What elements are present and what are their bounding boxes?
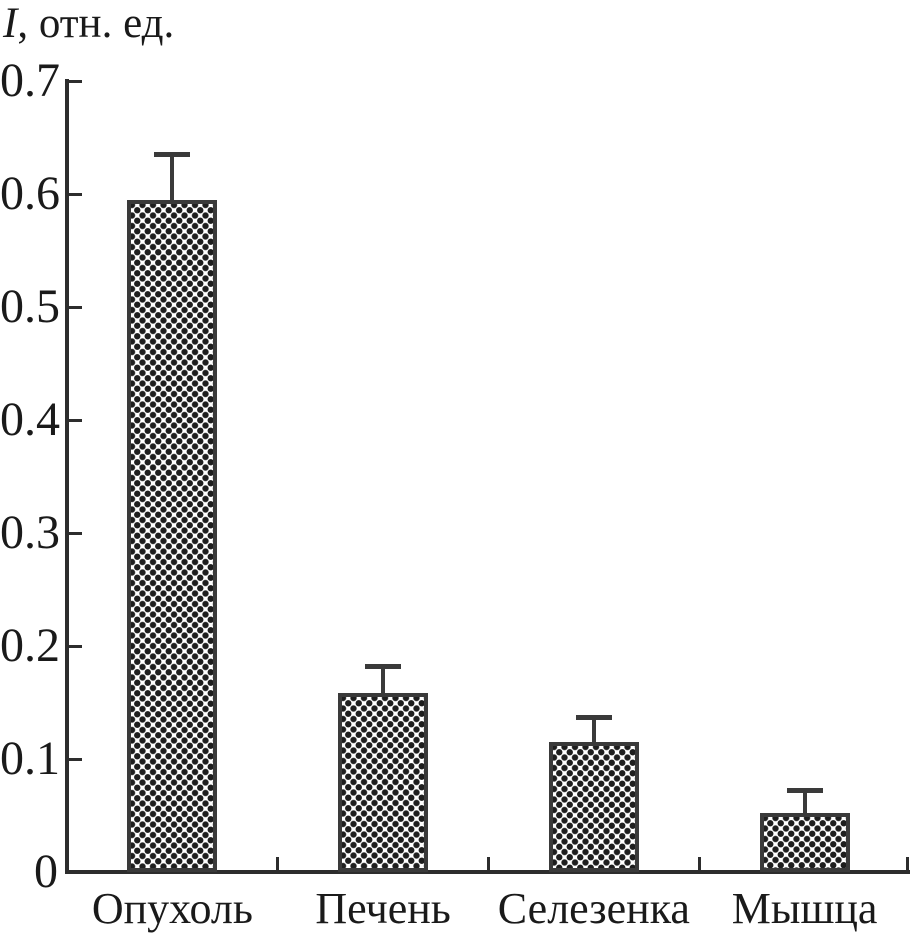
y-axis-title-units: , отн. ед. — [17, 0, 175, 47]
y-axis-tick — [69, 79, 82, 83]
x-axis-tick — [487, 857, 490, 870]
error-bar-cap — [154, 152, 191, 158]
x-axis-tick — [276, 857, 280, 870]
y-axis-title: I, отн. ед. — [3, 0, 174, 48]
y-axis-tick — [69, 644, 82, 648]
error-bar-stem — [591, 717, 596, 743]
category-label: Опухоль — [91, 884, 253, 933]
error-bar-stem — [802, 789, 807, 814]
y-tick-label: 0.1 — [0, 732, 60, 785]
y-axis-tick — [69, 757, 82, 761]
y-tick-label: 0.3 — [0, 506, 60, 559]
bar — [127, 199, 218, 872]
error-bar-cap — [786, 787, 823, 793]
error-bar-cap — [575, 715, 612, 721]
x-axis-line — [65, 870, 910, 874]
category-label: Мышца — [731, 884, 878, 933]
y-tick-label: 0 — [34, 845, 58, 898]
y-tick-label: 0.4 — [0, 393, 60, 446]
error-bar-cap — [365, 664, 402, 670]
bar — [548, 742, 639, 872]
y-axis-tick — [69, 531, 82, 535]
y-axis-title-symbol: I — [3, 0, 18, 47]
category-label: Печень — [315, 884, 451, 933]
y-axis-tick — [69, 305, 82, 309]
y-tick-label: 0.2 — [0, 619, 60, 672]
category-label: Селезенка — [497, 884, 690, 933]
y-tick-label: 0.6 — [0, 167, 60, 220]
y-tick-label: 0.5 — [0, 280, 60, 333]
y-axis-tick — [69, 418, 82, 422]
x-axis-tick — [905, 857, 909, 870]
error-bar-stem — [170, 154, 175, 200]
bar — [338, 693, 429, 872]
y-axis-tick — [69, 192, 82, 196]
bar — [759, 813, 850, 872]
x-axis-tick — [697, 857, 701, 870]
y-tick-label: 0.7 — [0, 54, 60, 107]
error-bar-stem — [381, 666, 386, 694]
y-axis-line — [65, 79, 69, 874]
